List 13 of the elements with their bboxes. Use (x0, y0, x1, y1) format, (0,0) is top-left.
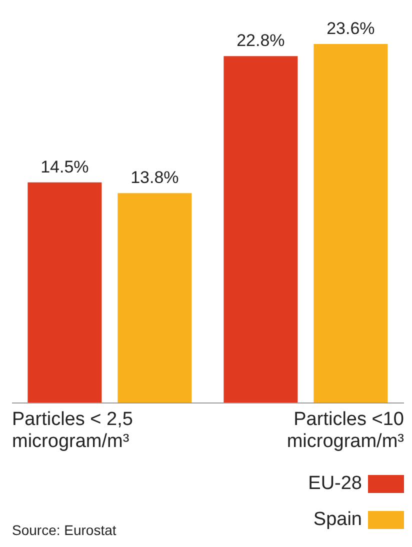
x-tick-label: Particles < 2,5 microgram/m³ (12, 409, 133, 452)
data-label: 13.8% (130, 168, 179, 188)
bar (28, 182, 102, 403)
data-label: 14.5% (40, 157, 89, 176)
legend-label: Spain (313, 509, 362, 531)
data-label: 22.8% (236, 31, 285, 50)
bar (118, 193, 192, 403)
data-label: 23.6% (326, 19, 375, 38)
bar (314, 44, 388, 403)
bar (224, 56, 298, 403)
source-note: Source: Eurostat (12, 522, 116, 538)
legend-label: EU-28 (308, 473, 362, 495)
x-tick-label: Particles <10 microgram/m³ (286, 409, 404, 452)
